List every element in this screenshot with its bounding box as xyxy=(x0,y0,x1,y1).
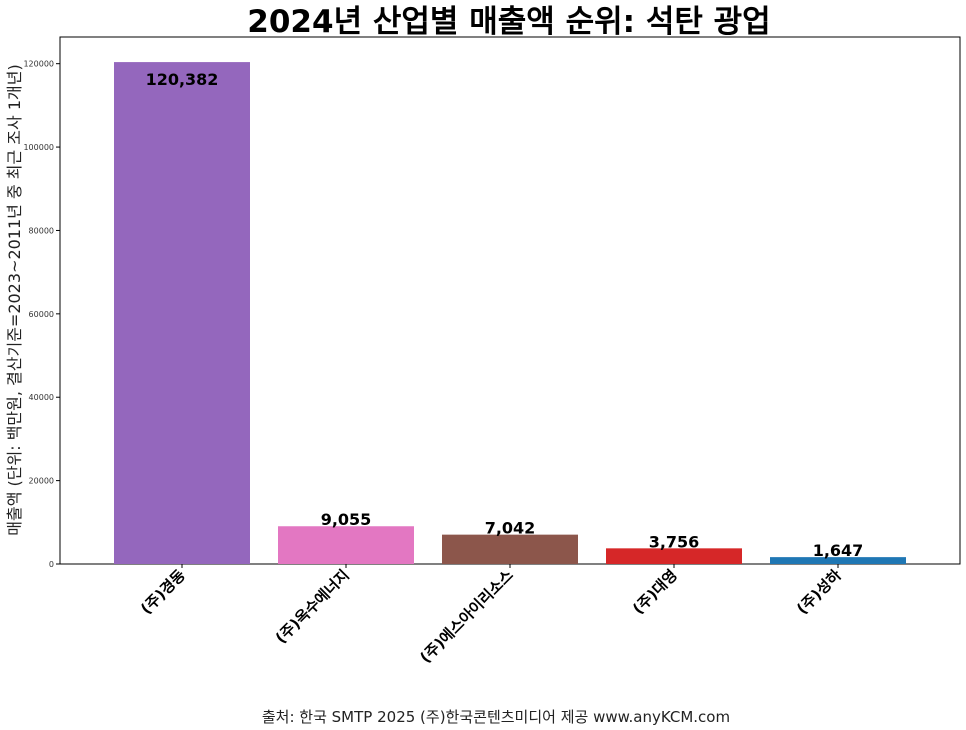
y-axis: 0 20000 40000 60000 80000 100000 120000 xyxy=(23,60,60,569)
x-tick-label: (주)대영 xyxy=(629,566,681,618)
y-tick-label: 100000 xyxy=(23,143,54,152)
data-label: 3,756 xyxy=(649,532,700,551)
y-tick-label: 80000 xyxy=(29,226,54,235)
bar xyxy=(770,557,906,564)
bar xyxy=(114,62,250,564)
chart-title: 2024년 산업별 매출액 순위: 석탄 광업 xyxy=(247,4,770,40)
x-tick-label: (주)에스아이리소스 xyxy=(416,566,517,667)
source-footer: 출처: 한국 SMTP 2025 (주)한국콘텐츠미디어 제공 www.anyK… xyxy=(262,708,730,726)
x-tick-label: (주)경동 xyxy=(137,566,189,618)
bar xyxy=(278,526,414,564)
y-axis-label: 매출액 (단위: 백만원, 결산기준=2023~2011년 중 최근 조사 1개… xyxy=(5,64,24,535)
data-label: 120,382 xyxy=(146,70,219,89)
data-label: 7,042 xyxy=(485,519,536,538)
y-tick-label: 120000 xyxy=(23,60,54,69)
y-tick-label: 0 xyxy=(49,560,54,569)
data-label: 9,055 xyxy=(321,510,372,529)
x-tick-label: (주)옥수에너지 xyxy=(272,566,353,647)
data-label: 1,647 xyxy=(813,541,864,560)
x-tick-label: (주)성하 xyxy=(793,566,845,618)
y-tick-label: 60000 xyxy=(29,310,54,319)
x-axis: (주)경동 (주)옥수에너지 (주)에스아이리소스 (주)대영 (주)성하 xyxy=(137,564,845,667)
y-tick-label: 20000 xyxy=(29,477,54,486)
y-tick-label: 40000 xyxy=(29,393,54,402)
bars: 120,382 9,055 7,042 3,756 1,647 xyxy=(114,62,906,564)
bar xyxy=(606,548,742,564)
bar xyxy=(442,534,578,564)
